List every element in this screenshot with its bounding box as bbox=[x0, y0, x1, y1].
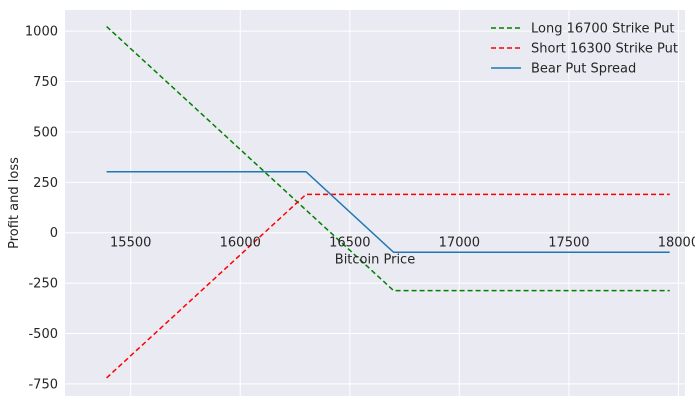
legend-label: Short 16300 Strike Put bbox=[531, 42, 678, 57]
series-line-2 bbox=[106, 170, 670, 254]
y-tick-label: 1000 bbox=[25, 25, 58, 40]
plot-area bbox=[65, 10, 685, 396]
y-tick-label: -250 bbox=[28, 277, 58, 292]
series-lines bbox=[106, 25, 670, 379]
series-line-0 bbox=[106, 25, 670, 292]
x-tick-label: 17500 bbox=[548, 236, 589, 251]
x-tick-label: 17000 bbox=[439, 236, 480, 251]
y-axis-label: Profit and loss bbox=[7, 157, 22, 249]
x-tick-label: 18000 bbox=[658, 236, 695, 251]
x-tick-label: 15500 bbox=[110, 236, 151, 251]
x-tick-label: 16000 bbox=[220, 236, 261, 251]
y-axis-ticks: -750 -500 -250 0 250 500 750 1000 bbox=[25, 25, 58, 393]
legend: Long 16700 Strike Put Short 16300 Strike … bbox=[491, 22, 678, 77]
x-axis-ticks: 15500 16000 16500 17000 17500 18000 bbox=[110, 236, 695, 251]
series-line-1 bbox=[106, 193, 670, 379]
y-tick-label: -750 bbox=[28, 377, 58, 392]
legend-label: Bear Put Spread bbox=[531, 62, 636, 77]
y-tick-label: 0 bbox=[50, 226, 58, 241]
y-tick-label: 250 bbox=[33, 176, 58, 191]
y-tick-label: 750 bbox=[33, 75, 58, 90]
x-tick-label: 16500 bbox=[329, 236, 370, 251]
grid-lines bbox=[65, 10, 685, 396]
x-axis-label: Bitcoin Price bbox=[335, 253, 415, 268]
legend-label: Long 16700 Strike Put bbox=[531, 22, 675, 37]
y-tick-label: 500 bbox=[33, 125, 58, 140]
y-tick-label: -500 bbox=[28, 327, 58, 342]
